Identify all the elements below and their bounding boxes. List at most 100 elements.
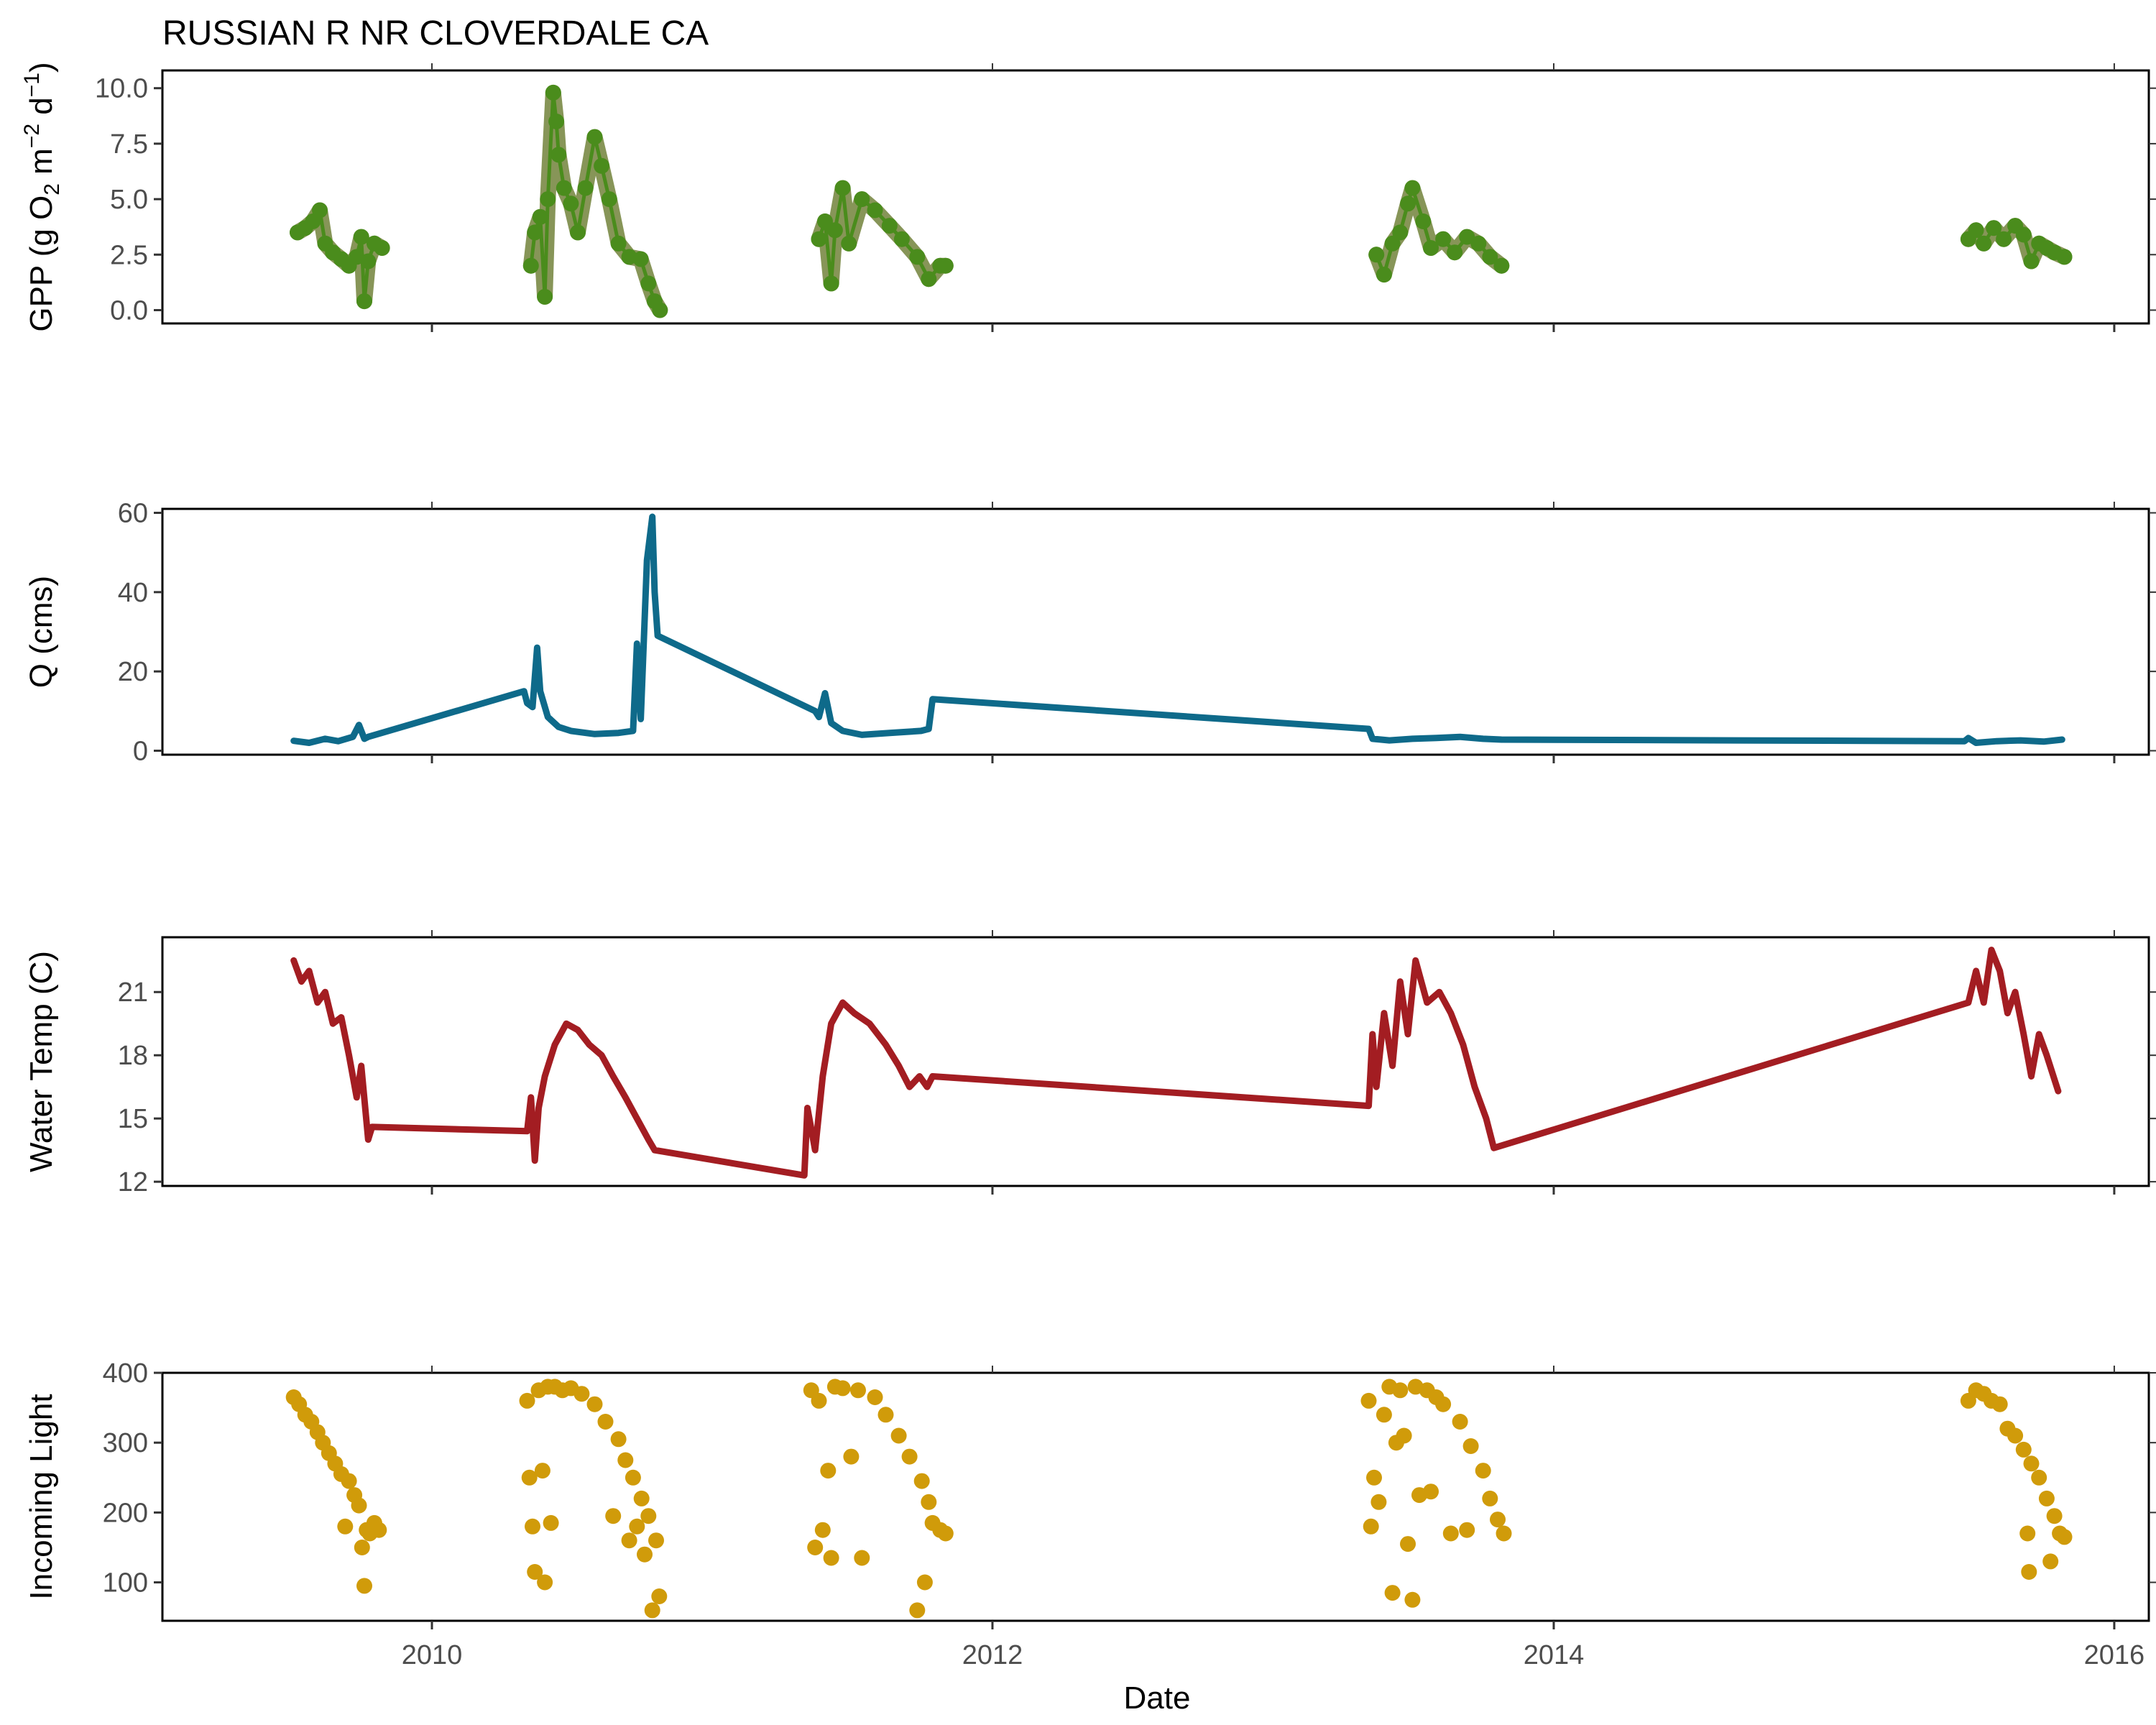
data-point [1452, 1414, 1468, 1430]
data-point [633, 1490, 650, 1506]
data-point [877, 1407, 894, 1423]
data-point [867, 1389, 883, 1405]
data-point [2056, 1529, 2073, 1545]
panel-frame [161, 507, 2150, 756]
y-axis-title: GPP (g O2 m−2 d−1) [20, 62, 64, 331]
data-point [640, 1508, 657, 1524]
y-axis-title-part: m [24, 148, 59, 183]
data-point [854, 1550, 870, 1566]
data-point [360, 253, 377, 270]
data-point [921, 1494, 937, 1510]
data-point [1435, 1396, 1452, 1412]
data-point [610, 1431, 627, 1448]
panel-2: 12 15 18 21 Water Temp (C) [24, 930, 2156, 1197]
data-point [2023, 253, 2040, 270]
data-point [637, 1546, 653, 1563]
data-point [1475, 1463, 1491, 1479]
data-point [610, 235, 627, 252]
panel-frame [161, 1371, 2150, 1622]
data-point [2046, 1508, 2063, 1524]
data-point [1991, 1396, 2008, 1412]
data-point [556, 180, 572, 196]
y-tick-label: 400 [103, 1358, 148, 1389]
data-point [527, 1564, 543, 1580]
data-point [814, 1522, 831, 1538]
data-point [519, 1392, 535, 1409]
data-point [594, 157, 610, 174]
y-tick-label: 15 [118, 1104, 148, 1134]
data-point [545, 84, 561, 101]
y-axis-title-part: d [24, 97, 59, 124]
data-point [353, 229, 369, 245]
data-point [937, 1525, 954, 1542]
y-tick-label: 0.0 [110, 295, 148, 326]
y-tick-label: 100 [103, 1568, 148, 1598]
data-point [820, 1463, 837, 1479]
data-point [823, 1550, 839, 1566]
data-point [617, 1452, 634, 1468]
data-point [644, 1602, 660, 1619]
y-tick-label: 5.0 [110, 185, 148, 215]
panel-frame [161, 69, 2150, 325]
data-point [371, 1522, 387, 1538]
data-point [811, 1392, 827, 1409]
data-point [2015, 226, 2032, 243]
data-point [807, 1540, 824, 1555]
data-point [909, 249, 926, 265]
data-point [1968, 222, 1984, 239]
y-axis-title-part: −1 [20, 73, 44, 97]
data-point [1376, 267, 1392, 283]
data-point [1360, 1392, 1377, 1409]
data-point [2056, 249, 2073, 265]
data-point [834, 1380, 851, 1397]
data-point [550, 147, 567, 163]
data-point [534, 1463, 550, 1479]
y-axis-title-part: GPP (g O [24, 196, 59, 332]
y-tick-label: 0 [133, 736, 148, 766]
data-point [632, 251, 649, 267]
data-point [890, 1427, 907, 1444]
data-point [540, 191, 556, 208]
data-point [1423, 240, 1439, 256]
data-point [2031, 1469, 2047, 1486]
data-point [527, 224, 543, 241]
y-tick-label: 40 [118, 578, 148, 608]
x-axis-title: Date [1124, 1680, 1191, 1716]
y-axis-title-part: 2 [40, 183, 64, 196]
panel-1: 0 20 40 60 Q (cms) [24, 499, 2156, 766]
data-point [573, 1386, 590, 1402]
data-point [543, 1514, 559, 1531]
data-point [1462, 1438, 1479, 1454]
data-point [2023, 1455, 2040, 1472]
data-point [374, 240, 390, 256]
data-point [867, 202, 883, 218]
data-point [2038, 1490, 2055, 1506]
data-point [629, 1518, 645, 1535]
data-point [1415, 213, 1432, 229]
data-point [881, 218, 898, 234]
data-point [522, 257, 539, 274]
data-point [1384, 1585, 1401, 1601]
data-point [1459, 1522, 1475, 1538]
data-point [651, 1588, 668, 1604]
x-tick-label: 2014 [1524, 1640, 1585, 1670]
y-tick-label: 20 [118, 657, 148, 687]
y-tick-label: 18 [118, 1041, 148, 1071]
x-tick-label: 2016 [2084, 1640, 2145, 1670]
y-tick-label: 10.0 [95, 74, 148, 104]
x-tick-label: 2012 [962, 1640, 1023, 1670]
data-point [1400, 1536, 1416, 1552]
y-tick-label: 21 [118, 978, 148, 1008]
y-tick-label: 12 [118, 1167, 148, 1197]
data-point [1376, 1407, 1392, 1423]
y-axis-title-part: −2 [20, 124, 44, 148]
series-line [290, 947, 2062, 1179]
data-point [2019, 1525, 2036, 1542]
y-axis-title-part: ) [24, 62, 59, 73]
data-point [850, 1382, 866, 1399]
data-point [1490, 1512, 1506, 1528]
data-point [1447, 244, 1463, 261]
panel-frame [161, 936, 2150, 1187]
data-point [834, 180, 851, 196]
